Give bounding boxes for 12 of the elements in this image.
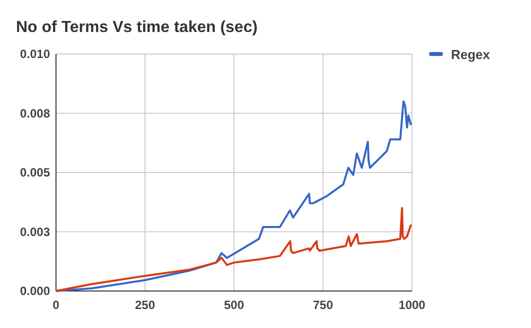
x-tick-label: 750 [312,298,334,312]
x-tick-label: 250 [134,298,156,312]
x-tick-label: 1000 [398,298,426,312]
y-tick-label: 0.005 [20,166,50,180]
x-tick-label: 0 [52,298,60,312]
y-tick-label: 0.008 [20,106,50,120]
chart-title: No of Terms Vs time taken (sec) [16,19,258,36]
y-tick-label: 0.000 [20,284,50,298]
y-tick-label: 0.010 [20,47,50,61]
legend-label: Regex [451,47,491,62]
x-tick-label: 500 [224,298,244,312]
y-tick-label: 0.003 [20,224,50,239]
